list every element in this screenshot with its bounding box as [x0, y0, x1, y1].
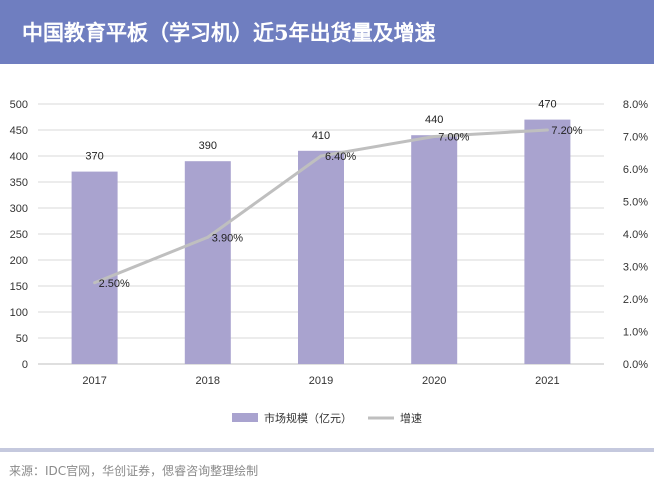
- growth-point: [206, 235, 210, 239]
- x-tick-label: 2018: [196, 375, 220, 387]
- chart-area: 370 390 410 440 470 2.50% 3.90% 6.40% 7.00% 7.20%…: [0, 64, 654, 448]
- bars: [71, 119, 571, 364]
- y-right-tick-label: 8.0%: [623, 99, 648, 111]
- legend-line-label: 增速: [400, 411, 422, 425]
- legend-bar-label: 市场规模（亿元）: [264, 411, 352, 425]
- x-tick-label: 2020: [422, 375, 446, 387]
- legend: 市场规模（亿元） 增速: [232, 411, 422, 425]
- y-left-tick-label: 200: [10, 255, 28, 267]
- growth-point: [319, 154, 323, 158]
- growth-line: [93, 128, 549, 285]
- y-right-tick-label: 3.0%: [623, 262, 648, 274]
- y-left-tick-label: 300: [10, 203, 28, 215]
- bar-value-label: 440: [425, 114, 443, 126]
- y-left-tick-label: 100: [10, 307, 28, 319]
- y-left-tick-label: 50: [16, 333, 28, 345]
- y-right-tick-label: 4.0%: [623, 229, 648, 241]
- growth-value-label: 7.00%: [438, 132, 469, 144]
- y-right-tick-label: 7.0%: [623, 132, 648, 144]
- page-title: 中国教育平板（学习机）近5年出货量及增速: [22, 20, 436, 45]
- title-banner: 中国教育平板（学习机）近5年出货量及增速: [0, 0, 654, 64]
- x-tick-label: 2021: [535, 375, 559, 387]
- bar: [411, 135, 458, 364]
- bar-value-label: 470: [538, 99, 556, 111]
- y-right-tick-label: 0.0%: [623, 359, 648, 371]
- growth-point: [93, 281, 97, 285]
- y-left-tick-label: 250: [10, 229, 28, 241]
- axes: 0 50 100 150 200 250 300 350 400 450 500 0.0% 1.0% 2.…: [10, 99, 649, 387]
- y-left-tick-label: 150: [10, 281, 28, 293]
- growth-point: [545, 128, 549, 132]
- y-right-tick-label: 5.0%: [623, 197, 648, 209]
- y-left-tick-label: 450: [10, 125, 28, 137]
- source-note: 来源：IDC官网，华创证券，偲睿咨询整理绘制: [9, 464, 259, 478]
- combo-chart: 370 390 410 440 470 2.50% 3.90% 6.40% 7.00% 7.20%…: [10, 99, 649, 425]
- y-left-tick-label: 0: [22, 359, 28, 371]
- data-labels: 370 390 410 440 470 2.50% 3.90% 6.40% 7.00% 7.20%: [85, 99, 582, 290]
- growth-value-label: 6.40%: [325, 151, 356, 163]
- x-tick-label: 2017: [82, 375, 106, 387]
- legend-bar-swatch: [232, 413, 258, 422]
- y-right-tick-label: 6.0%: [623, 164, 648, 176]
- y-left-tick-label: 350: [10, 177, 28, 189]
- bar: [71, 171, 118, 364]
- growth-value-label: 3.90%: [212, 232, 243, 244]
- bar-value-label: 390: [199, 140, 217, 152]
- y-left-tick-label: 400: [10, 151, 28, 163]
- bar-value-label: 370: [85, 151, 103, 163]
- x-tick-label: 2019: [309, 375, 333, 387]
- bar: [184, 161, 231, 364]
- bar: [524, 119, 571, 364]
- footer-divider: [0, 448, 654, 452]
- growth-point: [432, 135, 436, 138]
- growth-value-label: 2.50%: [99, 278, 130, 290]
- y-right-tick-label: 2.0%: [623, 294, 648, 306]
- growth-value-label: 7.20%: [551, 125, 582, 137]
- y-left-tick-label: 500: [10, 99, 28, 111]
- y-right-tick-label: 1.0%: [623, 327, 648, 339]
- bar: [298, 150, 344, 364]
- bar-value-label: 410: [312, 130, 330, 142]
